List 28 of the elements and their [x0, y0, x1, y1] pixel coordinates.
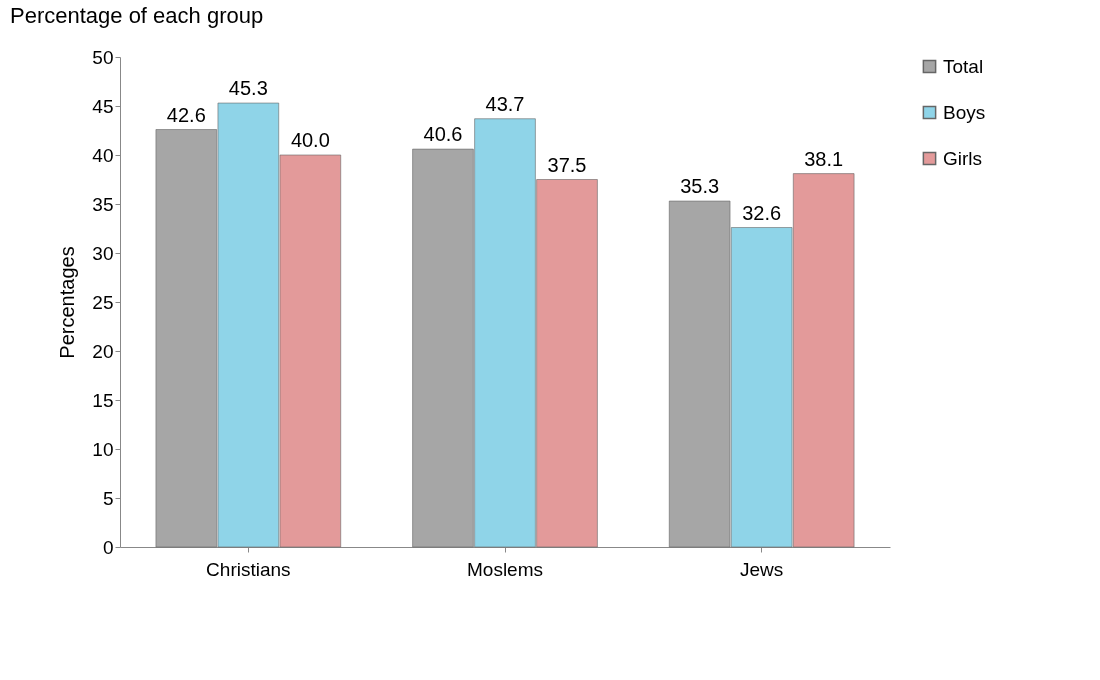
data-label: 45.3 — [228, 77, 268, 100]
data-label: 32.6 — [742, 201, 782, 224]
y-tick-label: 30 — [92, 242, 114, 264]
chart-title: Percentage of each group — [10, 3, 264, 28]
legend-label: Girls — [943, 147, 983, 169]
legend-label: Boys — [943, 101, 986, 123]
data-label: 37.5 — [547, 153, 587, 176]
y-tick-label: 45 — [92, 95, 114, 117]
y-axis-title: Percentages — [56, 246, 79, 359]
y-tick-label: 20 — [92, 340, 114, 362]
y-tick-label: 50 — [92, 46, 114, 68]
x-tick-label: Christians — [206, 558, 291, 580]
data-label: 38.1 — [804, 147, 844, 170]
y-tick-label: 10 — [92, 438, 114, 460]
data-label: 43.7 — [485, 92, 525, 115]
y-tick-label: 0 — [102, 536, 114, 558]
data-label: 42.6 — [166, 103, 206, 126]
x-tick-label: Moslems — [466, 558, 544, 580]
y-tick-label: 35 — [92, 193, 114, 215]
data-label: 35.3 — [680, 175, 720, 198]
y-tick-label: 5 — [102, 487, 114, 509]
x-tick-label: Jews — [740, 558, 784, 580]
legend-label: Total — [943, 55, 984, 77]
y-tick-label: 25 — [92, 291, 114, 313]
data-label: 40.6 — [423, 123, 463, 146]
y-tick-label: 40 — [92, 144, 114, 166]
y-tick-label: 15 — [92, 389, 114, 411]
data-label: 40.0 — [290, 129, 330, 151]
